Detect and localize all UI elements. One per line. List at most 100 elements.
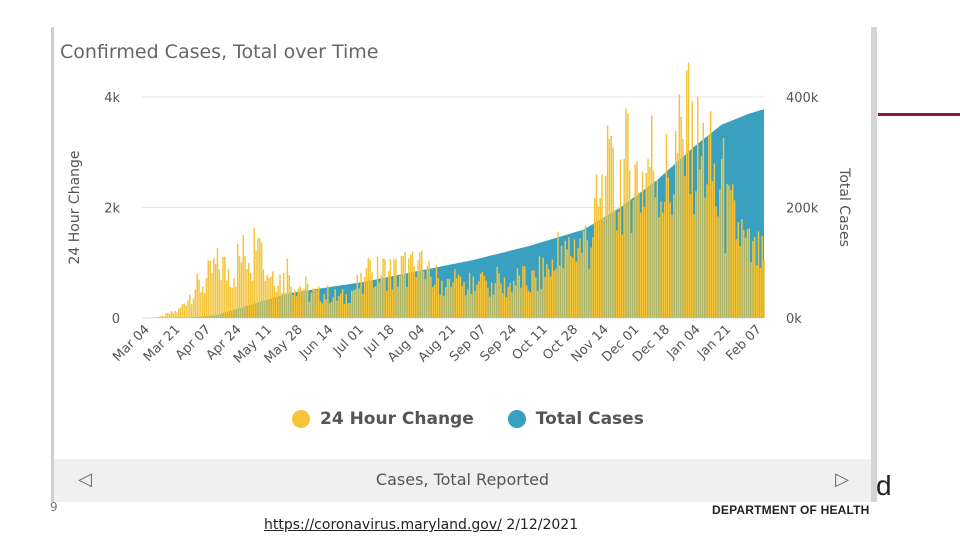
- daily-bar: [697, 96, 699, 319]
- daily-bar: [312, 288, 314, 318]
- daily-bar: [155, 317, 158, 318]
- daily-bar: [167, 312, 169, 318]
- next-chart-icon[interactable]: ▷: [835, 469, 849, 490]
- daily-bar: [560, 245, 563, 318]
- department-label: DEPARTMENT OF HEALTH: [712, 503, 870, 517]
- daily-bar: [573, 239, 576, 318]
- daily-bar: [262, 269, 265, 318]
- daily-bar: [474, 290, 476, 318]
- daily-bar: [305, 276, 307, 318]
- daily-bar: [728, 185, 730, 318]
- daily-bar: [246, 269, 248, 318]
- daily-bar: [533, 270, 535, 318]
- daily-bar: [684, 176, 686, 318]
- daily-bar: [593, 197, 596, 318]
- daily-bar: [336, 300, 338, 318]
- daily-bar: [161, 315, 163, 318]
- daily-bar: [562, 268, 565, 318]
- daily-bar: [599, 197, 601, 318]
- daily-bar: [450, 287, 452, 318]
- daily-bar: [323, 294, 325, 318]
- daily-bar: [284, 292, 287, 318]
- daily-bar: [222, 256, 224, 318]
- daily-bar: [444, 287, 447, 318]
- daily-bar: [378, 282, 381, 318]
- legend-total-swatch: [507, 410, 526, 428]
- daily-bar: [540, 289, 543, 318]
- daily-bar: [518, 275, 520, 318]
- daily-bar: [351, 290, 353, 318]
- daily-bar: [374, 286, 377, 318]
- daily-bar: [448, 278, 451, 318]
- daily-bar: [709, 111, 712, 318]
- daily-bar: [341, 289, 344, 318]
- daily-bar: [678, 94, 681, 318]
- daily-bar: [454, 269, 456, 318]
- daily-bar: [570, 255, 572, 318]
- daily-bar: [325, 299, 327, 318]
- daily-bar: [757, 231, 760, 318]
- daily-bar: [636, 161, 638, 318]
- daily-bar: [157, 316, 160, 318]
- daily-bar: [452, 282, 454, 318]
- daily-bar: [755, 265, 758, 318]
- daily-bar: [179, 307, 182, 318]
- daily-bar: [608, 139, 611, 318]
- daily-bar: [754, 236, 756, 318]
- daily-bar: [717, 216, 719, 318]
- daily-bar: [744, 237, 747, 318]
- daily-bar: [711, 181, 714, 318]
- legend-item-daily[interactable]: 24 Hour Change: [292, 409, 474, 429]
- legend: 24 Hour Change Total Cases: [292, 409, 644, 429]
- daily-bar: [264, 280, 267, 318]
- daily-bar: [687, 62, 690, 318]
- daily-bar: [715, 206, 717, 318]
- daily-bar: [277, 285, 279, 318]
- daily-bar: [689, 194, 692, 318]
- daily-bar: [279, 274, 281, 318]
- daily-bar: [268, 277, 270, 318]
- daily-bar: [674, 130, 677, 318]
- daily-bar: [702, 122, 705, 318]
- daily-bar: [345, 293, 347, 318]
- daily-bar: [426, 266, 428, 318]
- daily-bar: [685, 70, 688, 318]
- daily-bar: [575, 261, 578, 318]
- daily-bar: [489, 296, 491, 318]
- daily-bar: [446, 279, 449, 318]
- daily-bar: [288, 275, 290, 318]
- daily-bar: [332, 297, 335, 318]
- daily-bar: [417, 260, 419, 318]
- daily-bar: [360, 272, 362, 318]
- daily-bar: [682, 139, 684, 318]
- source-link[interactable]: https://coronavirus.maryland.gov/: [264, 517, 502, 533]
- daily-bar: [253, 227, 255, 318]
- daily-bar: [281, 292, 283, 318]
- daily-bar: [163, 316, 165, 318]
- daily-bar: [165, 313, 167, 318]
- daily-bar: [428, 260, 430, 318]
- daily-bar: [380, 275, 382, 318]
- daily-bar: [470, 294, 473, 318]
- daily-bar: [695, 191, 697, 318]
- daily-bar: [327, 284, 329, 318]
- daily-bar: [218, 269, 221, 318]
- previous-chart-icon[interactable]: ◁: [78, 469, 92, 490]
- daily-bar: [566, 249, 568, 318]
- daily-bar: [503, 277, 506, 318]
- daily-bar: [275, 291, 278, 318]
- daily-bar: [411, 251, 414, 318]
- daily-bar: [662, 212, 664, 318]
- daily-bar: [579, 238, 581, 318]
- daily-bar: [656, 179, 658, 318]
- daily-bar: [319, 301, 322, 318]
- daily-bar: [224, 256, 226, 318]
- daily-bar: [211, 272, 213, 318]
- daily-bar: [270, 276, 272, 318]
- daily-bar: [205, 277, 208, 318]
- source-date: 2/12/2021: [506, 517, 579, 533]
- daily-bar: [468, 272, 471, 318]
- legend-item-total[interactable]: Total Cases: [507, 409, 644, 429]
- daily-bar: [700, 156, 703, 318]
- y2-axis-title: Total Cases: [836, 167, 852, 247]
